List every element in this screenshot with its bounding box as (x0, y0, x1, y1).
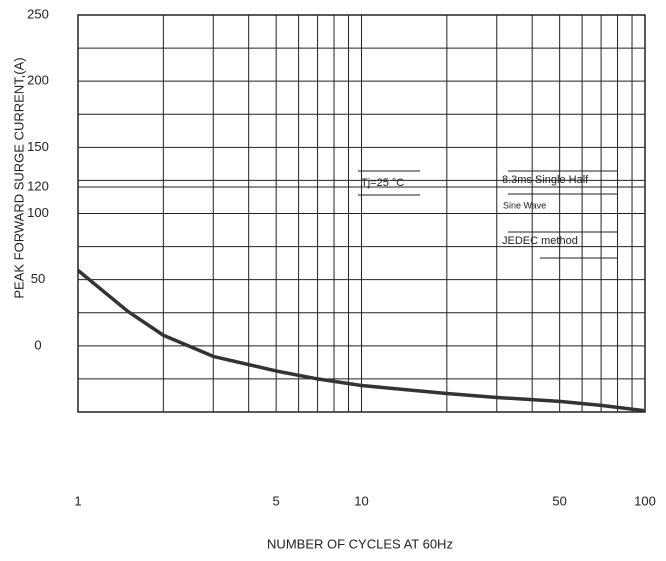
annotation: Sine Wave (503, 200, 546, 210)
y-tick-label: 150 (27, 139, 49, 154)
y-tick-label: 200 (27, 73, 49, 88)
x-tick-label: 10 (354, 493, 368, 508)
y-tick-label: 120 (27, 178, 49, 193)
y-tick-label: 100 (27, 205, 49, 220)
x-tick-label: 1 (74, 493, 81, 508)
y-axis-label: PEAK FORWARD SURGE CURRENT,(A) (11, 57, 26, 298)
annotation: JEDEC method (502, 235, 578, 247)
x-tick-label: 100 (634, 493, 656, 508)
y-tick-label: 50 (31, 271, 45, 286)
x-tick-label: 5 (273, 493, 280, 508)
plot-frame (77, 14, 646, 413)
annotation: Tj=25 °C (361, 177, 404, 189)
y-tick-label: 0 (34, 337, 41, 352)
line-series (76, 269, 646, 413)
annotation: 8.3ms Single Half (502, 174, 589, 186)
y-tick-label: 250 (27, 6, 49, 21)
annotation-box (358, 170, 618, 259)
x-axis-label: NUMBER OF CYCLES AT 60Hz (267, 536, 453, 551)
x-tick-label: 50 (552, 493, 566, 508)
